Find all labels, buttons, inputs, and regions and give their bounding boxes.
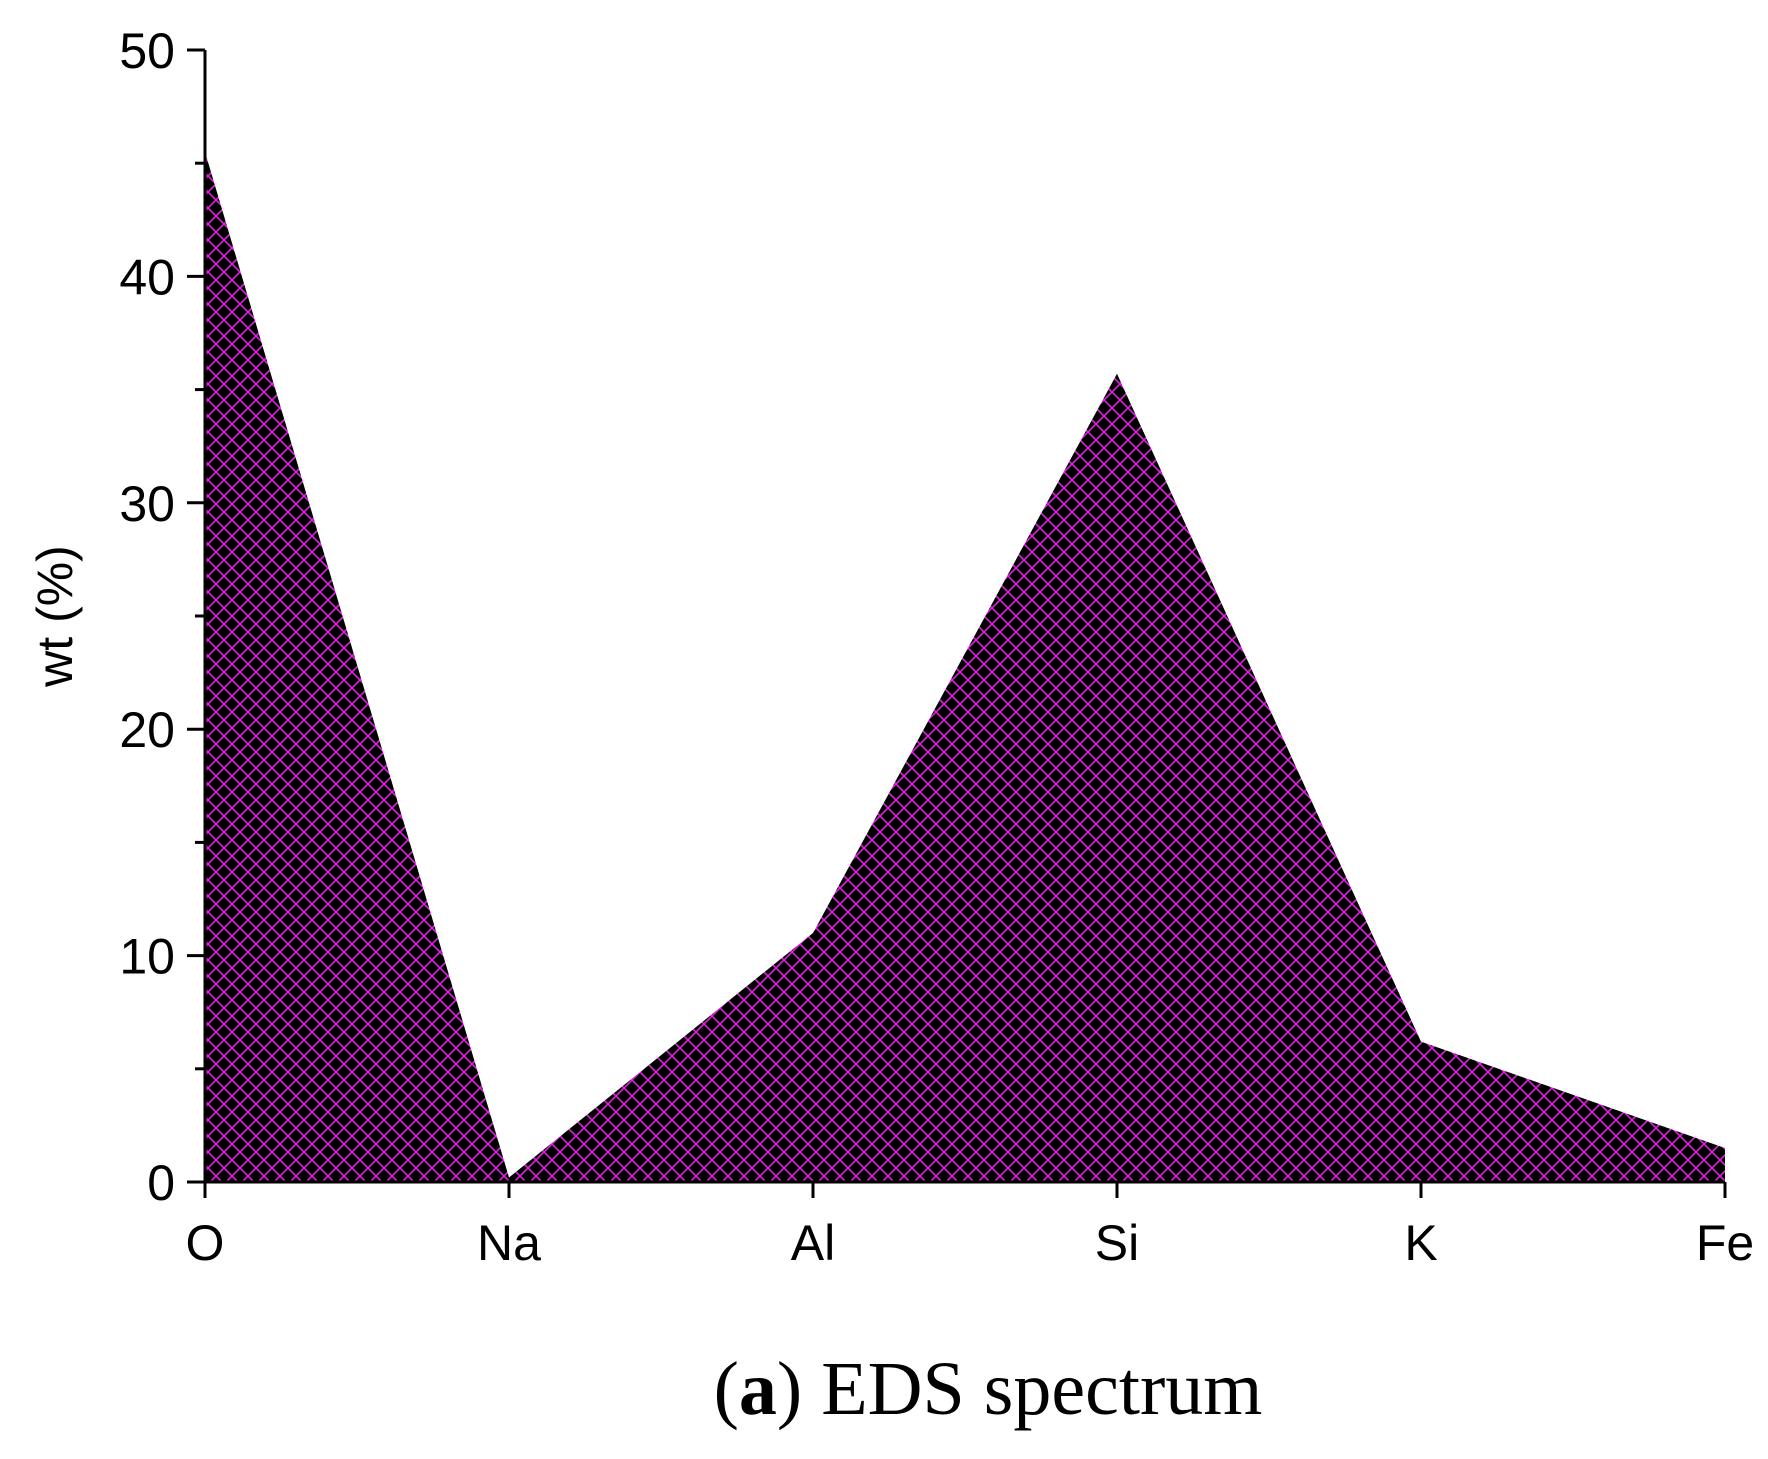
y-axis-title: wt (%)	[27, 545, 83, 688]
x-tick-label-Al: Al	[791, 1215, 835, 1271]
y-tick-label-30: 30	[119, 476, 175, 532]
caption-text: EDS spectrum	[821, 1347, 1262, 1431]
x-tick-label-Na: Na	[477, 1215, 541, 1271]
y-tick-label-0: 0	[147, 1155, 175, 1211]
figure-caption: (a) EDS spectrum	[714, 1347, 1263, 1431]
y-tick-label-50: 50	[119, 23, 175, 79]
x-tick-label-K: K	[1404, 1215, 1437, 1271]
x-tick-label-Si: Si	[1095, 1215, 1139, 1271]
plot-area: 0 10 20 30 40 50 O Na Al Si K Fe	[119, 23, 1754, 1271]
x-tick-label-O: O	[186, 1215, 225, 1271]
y-tick-label-40: 40	[119, 249, 175, 305]
x-tick-label-Fe: Fe	[1696, 1215, 1754, 1271]
y-tick-label-20: 20	[119, 702, 175, 758]
series-area	[205, 151, 1725, 1182]
y-tick-label-10: 10	[119, 929, 175, 985]
caption-letter: a	[739, 1347, 777, 1431]
